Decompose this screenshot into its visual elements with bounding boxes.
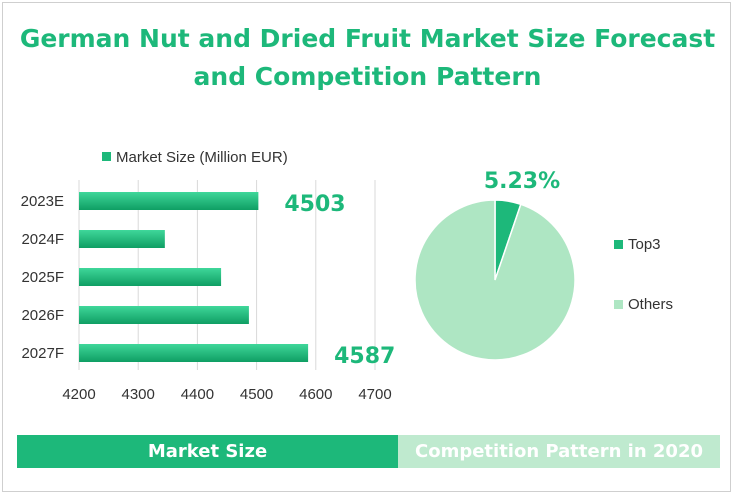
x-tick-label-4300: 4300 xyxy=(122,386,155,403)
bar-2024F xyxy=(79,230,165,248)
legend-swatch xyxy=(102,152,111,161)
data-label-2023E: 4503 xyxy=(284,192,345,217)
pie-data-label-top3: 5.23% xyxy=(484,169,560,194)
pie-legend-label-top3: Top3 xyxy=(628,236,661,253)
x-tick-label-4400: 4400 xyxy=(181,386,214,403)
pie-slice-others xyxy=(414,199,576,361)
x-tick-label-4500: 4500 xyxy=(240,386,273,403)
x-tick-label-4700: 4700 xyxy=(358,386,391,403)
pie-legend-label-others: Others xyxy=(628,296,673,313)
bar-2027F xyxy=(79,344,309,362)
pie-legend-swatch-top3 xyxy=(614,240,623,249)
data-label-2027F: 4587 xyxy=(334,344,395,369)
y-tick-label-2026F: 2026F xyxy=(21,307,64,324)
bar-2023E xyxy=(79,192,259,210)
x-tick-label-4600: 4600 xyxy=(299,386,332,403)
pie-legend-swatch-others xyxy=(614,300,623,309)
y-tick-label-2023E: 2023E xyxy=(21,193,64,210)
banner-market-size: Market Size xyxy=(17,435,398,468)
y-tick-label-2027F: 2027F xyxy=(21,345,64,362)
y-tick-label-2024F: 2024F xyxy=(21,231,64,248)
x-tick-label-4200: 4200 xyxy=(62,386,95,403)
bar-2026F xyxy=(79,306,249,324)
legend-label: Market Size (Million EUR) xyxy=(116,149,288,166)
bar-2025F xyxy=(79,268,222,286)
chart-title: German Nut and Dried Fruit Market Size F… xyxy=(0,20,735,96)
banner-competition-pattern: Competition Pattern in 2020 xyxy=(398,435,720,468)
bar-chart: 4200 4300 4400 4500 4600 4700 Market Size (Mil… xyxy=(21,149,396,403)
pie-chart: 5.23% Top3 Others xyxy=(414,169,673,361)
y-tick-label-2025F: 2025F xyxy=(21,269,64,286)
title-line-2: and Competition Pattern xyxy=(193,62,542,91)
title-line-1: German Nut and Dried Fruit Market Size F… xyxy=(19,24,716,53)
